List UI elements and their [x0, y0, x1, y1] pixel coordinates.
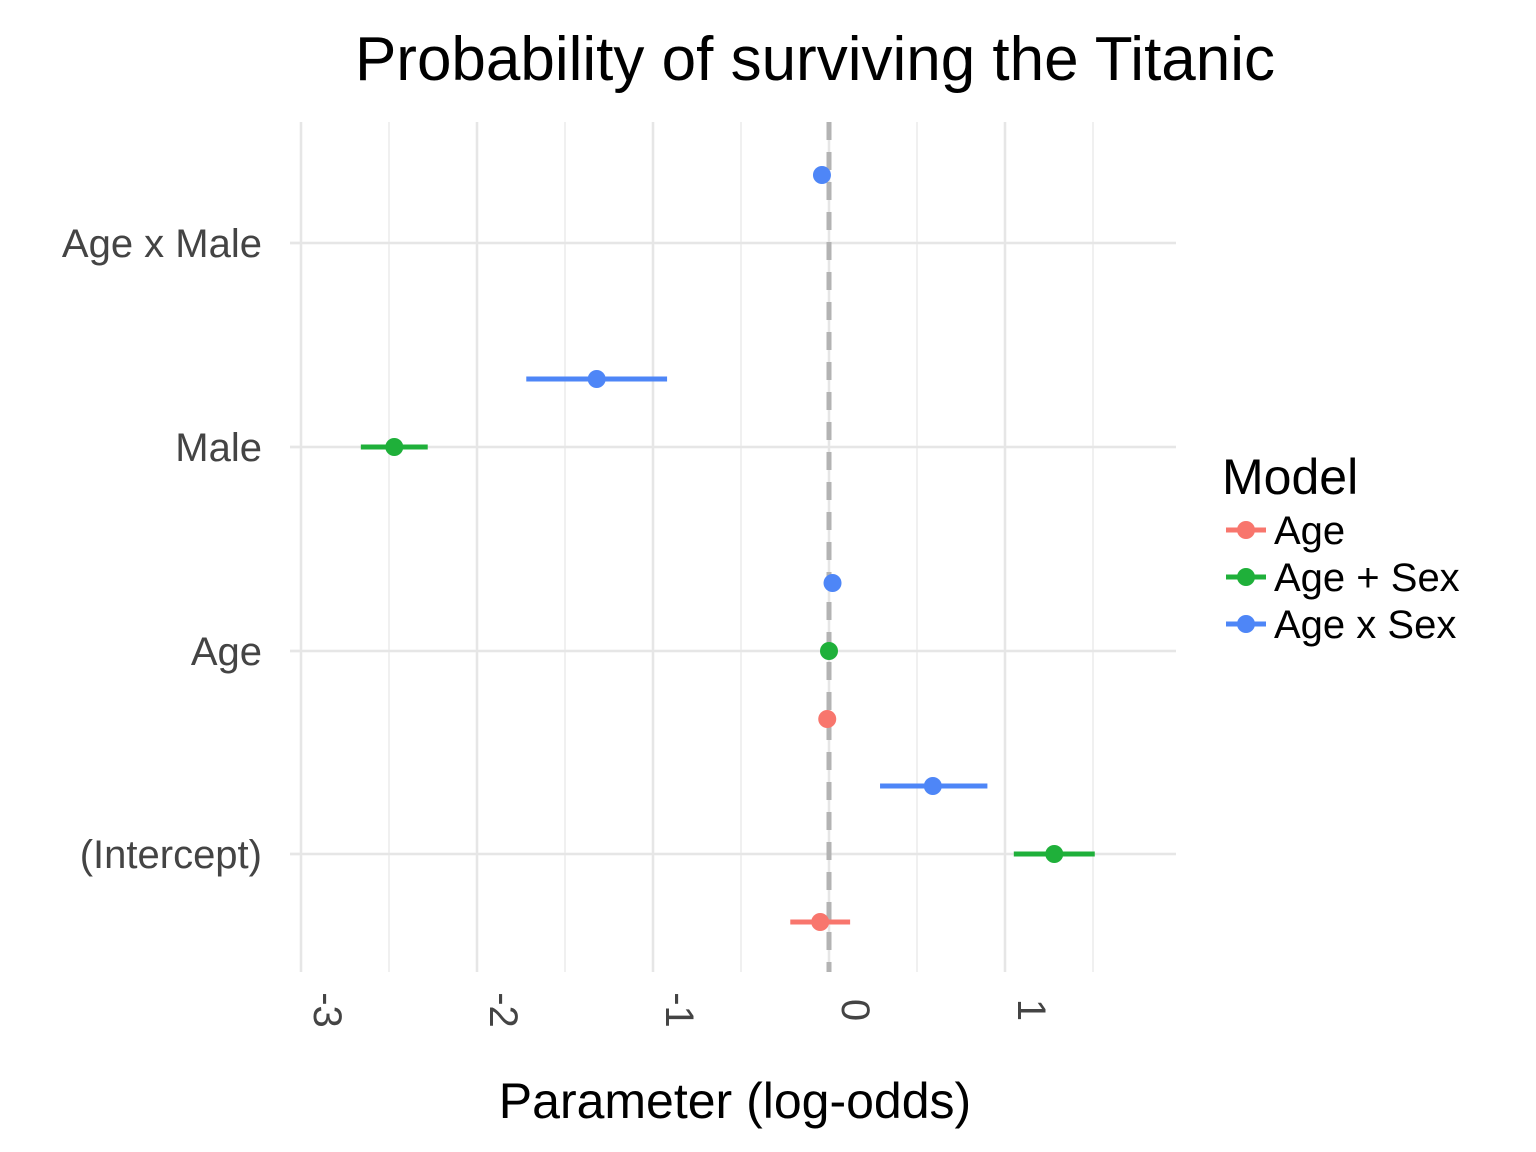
x-tick-label: 1: [1009, 999, 1053, 1021]
estimate-point: [385, 438, 404, 456]
estimate-point: [923, 777, 942, 795]
x-tick-label: 0: [833, 999, 877, 1021]
legend-label: Age x Sex: [1274, 603, 1456, 647]
x-tick-label: -1: [657, 992, 701, 1028]
y-tick-label: (Intercept): [80, 833, 262, 877]
estimate-point: [811, 913, 830, 931]
y-axis-labels: (Intercept) Age Male Age x Male: [62, 222, 300, 877]
legend-title: Model: [1222, 449, 1358, 505]
grid: [290, 122, 1176, 972]
y-tick-label: Age x Male: [62, 222, 262, 266]
x-tick-label: -2: [481, 992, 525, 1028]
estimate-point: [812, 166, 831, 184]
estimate-point: [1045, 845, 1064, 863]
legend-label: Age: [1274, 509, 1345, 553]
legend-key-point: [1237, 521, 1255, 539]
estimate-point: [587, 370, 606, 388]
chart-title: Probability of surviving the Titanic: [355, 25, 1275, 94]
legend-key-point: [1237, 615, 1255, 633]
legend-label: Age + Sex: [1274, 556, 1460, 600]
data-marks: [360, 166, 1095, 931]
x-tick-label: -3: [305, 992, 349, 1028]
estimate-point: [818, 710, 837, 728]
estimate-point: [820, 642, 838, 660]
legend-key-point: [1237, 568, 1255, 586]
x-axis-tick-labels: -3 -2 -1 0 1: [305, 992, 1053, 1028]
estimate-point: [823, 574, 842, 592]
y-tick-label: Male: [175, 426, 262, 470]
y-tick-label: Age: [191, 630, 262, 674]
x-axis-label: Parameter (log-odds): [499, 1073, 971, 1129]
